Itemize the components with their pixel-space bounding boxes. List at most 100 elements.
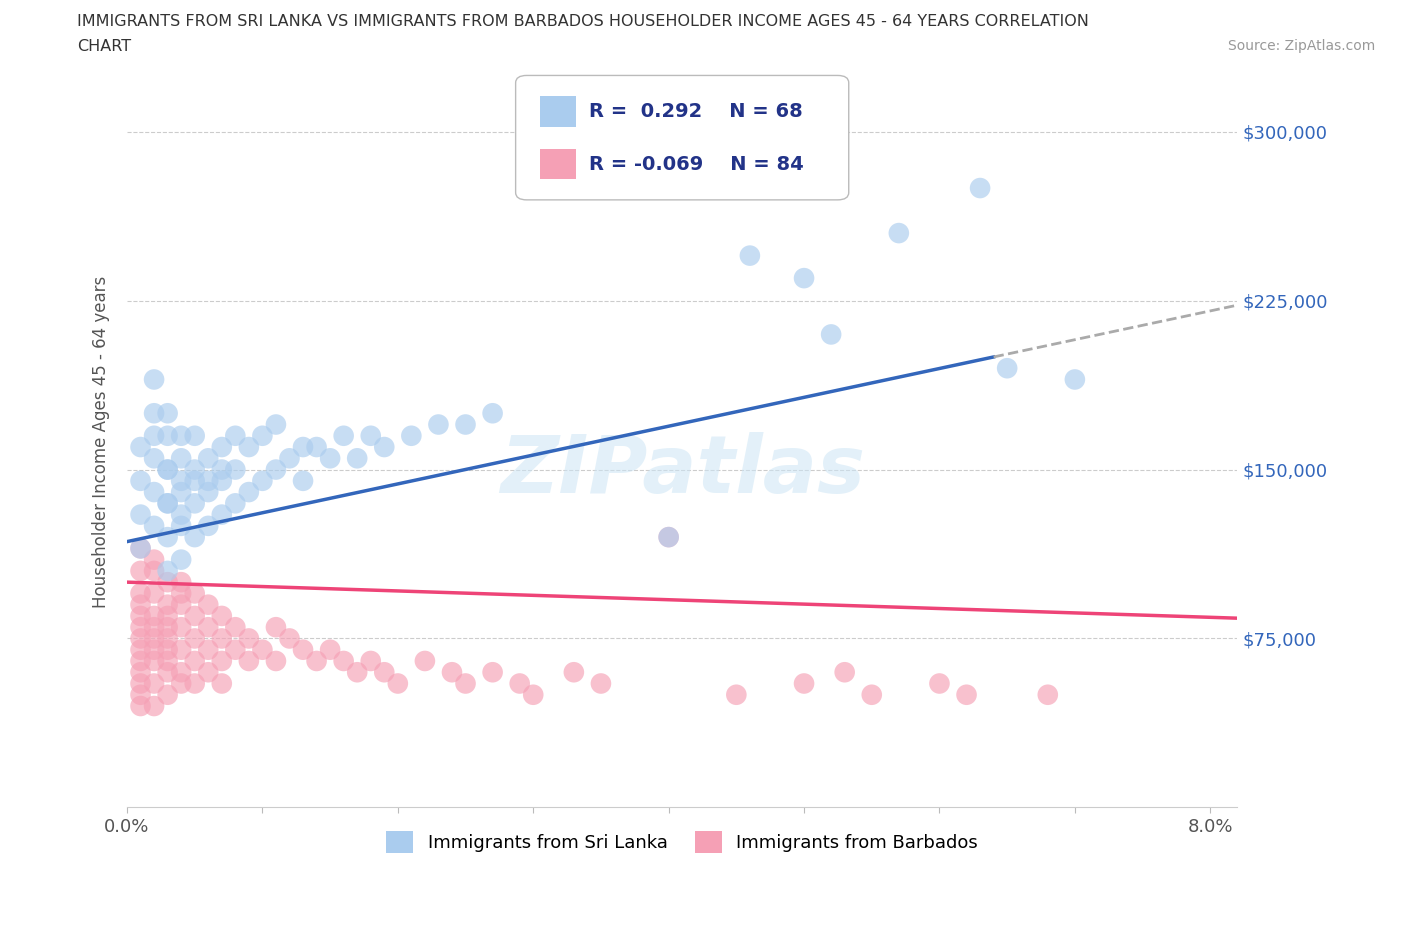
Point (197, 451, 219, 466)
Point (346, 451, 368, 466)
Point (197, 597, 219, 612)
Point (170, 597, 193, 612)
Point (129, 687, 152, 702)
FancyBboxPatch shape (540, 149, 575, 179)
Point (129, 698, 152, 713)
Point (183, 462, 205, 477)
Point (346, 665, 368, 680)
Point (129, 473, 152, 488)
Point (143, 608, 166, 623)
Point (183, 654, 205, 669)
Point (170, 575, 193, 590)
Point (224, 496, 246, 511)
Point (170, 473, 193, 488)
Point (143, 698, 166, 713)
Point (156, 564, 179, 578)
Point (129, 619, 152, 634)
Point (129, 507, 152, 522)
Point (156, 631, 179, 646)
Point (170, 665, 193, 680)
Point (197, 473, 219, 488)
Point (224, 619, 246, 634)
Point (238, 485, 260, 499)
Point (170, 676, 193, 691)
Point (360, 429, 382, 444)
Point (183, 530, 205, 545)
Point (170, 552, 193, 567)
Point (129, 608, 152, 623)
Point (292, 473, 315, 488)
Point (170, 586, 193, 601)
Point (170, 643, 193, 658)
Point (860, 687, 883, 702)
Text: Source: ZipAtlas.com: Source: ZipAtlas.com (1227, 39, 1375, 53)
Point (197, 665, 219, 680)
Point (170, 485, 193, 499)
Point (440, 665, 463, 680)
Text: ZIPatlas: ZIPatlas (499, 432, 865, 510)
Point (129, 597, 152, 612)
Point (129, 654, 152, 669)
Point (156, 496, 179, 511)
Point (156, 575, 179, 590)
Point (224, 429, 246, 444)
Point (252, 473, 274, 488)
Point (156, 405, 179, 420)
Point (211, 654, 233, 669)
Point (481, 405, 503, 420)
Point (197, 619, 219, 634)
Point (156, 496, 179, 511)
Point (170, 518, 193, 533)
Point (197, 485, 219, 499)
Point (562, 665, 585, 680)
Point (278, 451, 301, 466)
Point (156, 665, 179, 680)
Point (143, 631, 166, 646)
Point (481, 665, 503, 680)
Point (183, 429, 205, 444)
Point (264, 619, 287, 634)
Point (143, 643, 166, 658)
Point (387, 676, 409, 691)
Point (156, 643, 179, 658)
Point (211, 608, 233, 623)
Point (143, 564, 166, 578)
Point (332, 429, 354, 444)
Point (183, 586, 205, 601)
Point (197, 643, 219, 658)
Point (658, 530, 681, 545)
Point (725, 687, 748, 702)
Point (143, 654, 166, 669)
Text: R =  0.292    N = 68: R = 0.292 N = 68 (589, 101, 803, 121)
Point (969, 180, 991, 195)
Point (238, 654, 260, 669)
Point (292, 440, 315, 455)
Point (170, 429, 193, 444)
Point (170, 507, 193, 522)
Point (183, 608, 205, 623)
Point (143, 676, 166, 691)
Point (332, 654, 354, 669)
Point (170, 619, 193, 634)
Point (264, 462, 287, 477)
Point (1063, 372, 1085, 387)
Point (658, 530, 681, 545)
Point (224, 643, 246, 658)
Point (264, 417, 287, 432)
Point (129, 676, 152, 691)
Point (156, 462, 179, 477)
Point (156, 530, 179, 545)
Point (264, 654, 287, 669)
Point (183, 473, 205, 488)
Point (211, 440, 233, 455)
Point (589, 676, 612, 691)
Point (129, 564, 152, 578)
Point (401, 429, 423, 444)
Point (129, 665, 152, 680)
Point (156, 654, 179, 669)
Point (413, 654, 436, 669)
Point (793, 271, 815, 286)
Text: R = -0.069    N = 84: R = -0.069 N = 84 (589, 154, 804, 174)
Point (1036, 687, 1059, 702)
FancyBboxPatch shape (540, 96, 575, 126)
